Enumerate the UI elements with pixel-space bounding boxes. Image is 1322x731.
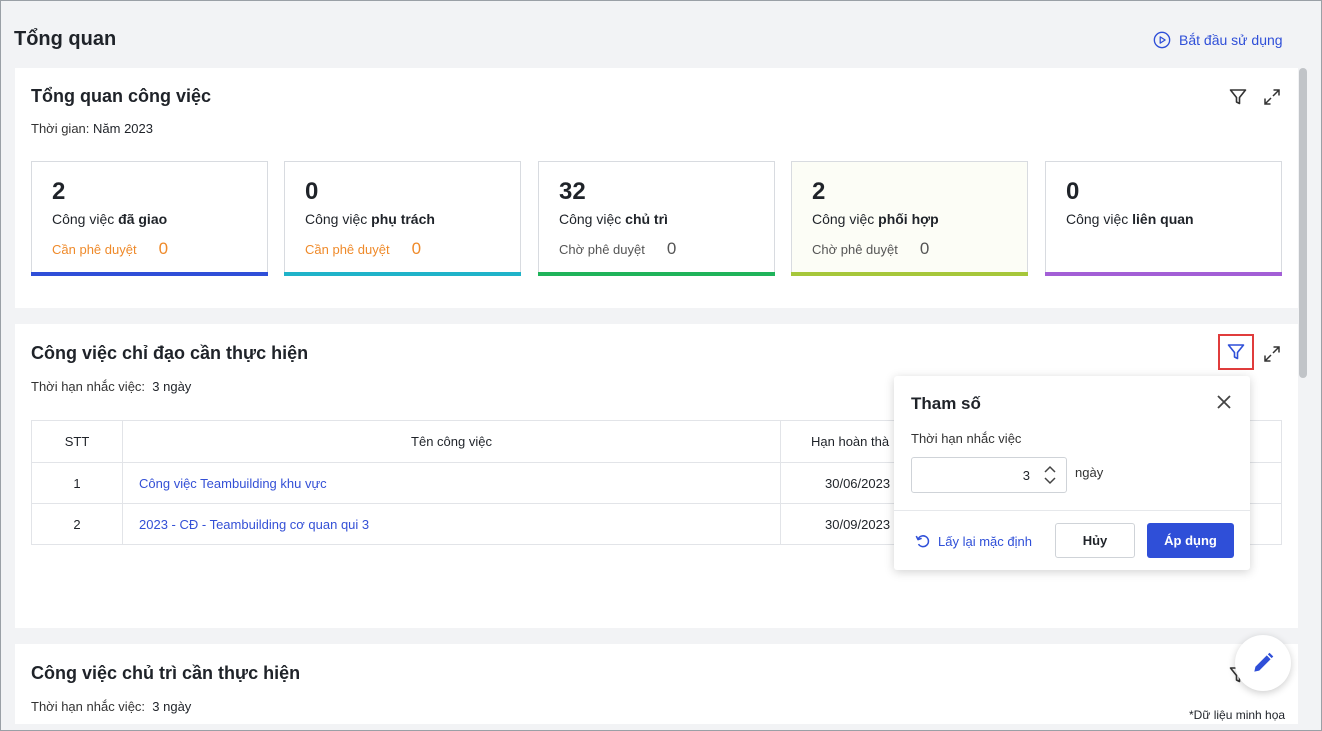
row-stt: 2: [31, 503, 123, 545]
stat-pending[interactable]: Cần phê duyệt 0: [52, 239, 169, 258]
stat-color-bar: [1045, 272, 1282, 276]
stat-value: 0: [305, 178, 319, 205]
stat-color-bar: [538, 272, 775, 276]
apply-button[interactable]: Áp dụng: [1147, 523, 1234, 558]
stat-box[interactable]: 32 Công việc chủ trì Chờ phê duyệt 0: [538, 161, 775, 276]
expand-icon: [1264, 89, 1280, 105]
stat-box[interactable]: 2 Công việc đã giao Cần phê duyệt 0: [31, 161, 268, 276]
play-circle-icon: [1153, 31, 1171, 49]
reminder-days-value: 3: [1022, 467, 1030, 483]
stat-pending[interactable]: Chờ phê duyệt 0: [812, 239, 930, 258]
stat-color-bar: [31, 272, 268, 276]
overview-time: Thời gian: Năm 2023: [31, 121, 153, 136]
stat-box[interactable]: 2 Công việc phối hợp Chờ phê duyệt 0: [791, 161, 1028, 276]
stat-color-bar: [284, 272, 521, 276]
start-using-link[interactable]: Bắt đầu sử dụng: [1153, 31, 1283, 49]
directed-expand-button[interactable]: [1260, 342, 1284, 366]
stat-value: 2: [812, 178, 826, 205]
stat-pending[interactable]: Chờ phê duyệt 0: [559, 239, 677, 258]
stat-label: Công việc phối hợp: [812, 211, 939, 227]
stat-box[interactable]: 0 Công việc liên quan: [1045, 161, 1282, 276]
start-using-label: Bắt đầu sử dụng: [1179, 32, 1283, 48]
directed-filter-button[interactable]: [1218, 334, 1254, 370]
stat-pending[interactable]: Cần phê duyệt 0: [305, 239, 422, 258]
spinner-arrows-icon[interactable]: [1042, 463, 1058, 487]
sample-data-note: *Dữ liệu minh họa: [1189, 708, 1286, 722]
stat-value: 2: [52, 178, 66, 205]
reminder-field-label: Thời hạn nhắc việc: [911, 431, 1022, 446]
stat-box[interactable]: 0 Công việc phụ trách Cần phê duyệt 0: [284, 161, 521, 276]
stat-label: Công việc chủ trì: [559, 211, 668, 227]
host-title: Công việc chủ trì cần thực hiện: [31, 663, 301, 683]
popup-title: Tham số: [911, 394, 981, 413]
pencil-icon: [1254, 652, 1274, 672]
stat-value: 32: [559, 178, 586, 205]
host-reminder: Thời hạn nhắc việc: 3 ngày: [31, 699, 192, 714]
top-bar: Tổng quan Bắt đầu sử dụng: [1, 1, 1321, 67]
parameters-popup: Tham số Thời hạn nhắc việc 3 ngày Lấy lạ…: [894, 376, 1250, 570]
directed-title: Công việc chỉ đạo cần thực hiện: [31, 343, 309, 363]
stat-label: Công việc phụ trách: [305, 211, 435, 227]
directed-reminder: Thời hạn nhắc việc: 3 ngày: [31, 379, 192, 394]
stat-color-bar: [791, 272, 1028, 276]
page-title: Tổng quan: [14, 28, 117, 50]
stat-label: Công việc đã giao: [52, 211, 168, 227]
overview-card: Tổng quan công việc Thời gian: Năm 2023 …: [15, 68, 1298, 308]
overview-expand-button[interactable]: [1260, 85, 1284, 109]
header-task-name: Tên công việc: [122, 420, 781, 463]
overview-title: Tổng quan công việc: [31, 86, 212, 106]
header-stt: STT: [31, 420, 123, 463]
host-tasks-card: Công việc chủ trì cần thực hiện Thời hạn…: [15, 644, 1298, 724]
row-task-link[interactable]: Công việc Teambuilding khu vực: [122, 462, 781, 504]
reset-default-button[interactable]: Lấy lại mặc định: [914, 532, 1032, 550]
stat-label: Công việc liên quan: [1066, 211, 1194, 227]
close-icon[interactable]: [1214, 392, 1234, 412]
undo-icon: [915, 535, 930, 548]
expand-icon: [1264, 346, 1280, 362]
cancel-button[interactable]: Hủy: [1055, 523, 1135, 558]
popup-divider: [894, 510, 1250, 511]
reset-default-label: Lấy lại mặc định: [938, 533, 1032, 549]
page-scrollbar[interactable]: [1299, 68, 1307, 378]
overview-filter-button[interactable]: [1226, 85, 1250, 109]
stat-value: 0: [1066, 178, 1080, 205]
reminder-unit: ngày: [1075, 465, 1104, 480]
reminder-days-input[interactable]: 3: [911, 457, 1067, 493]
row-stt: 1: [31, 462, 123, 504]
edit-fab-button[interactable]: [1235, 635, 1291, 691]
filter-icon: [1229, 89, 1247, 105]
row-task-link[interactable]: 2023 - CĐ - Teambuilding cơ quan qui 3: [122, 503, 781, 545]
filter-icon: [1227, 344, 1245, 360]
